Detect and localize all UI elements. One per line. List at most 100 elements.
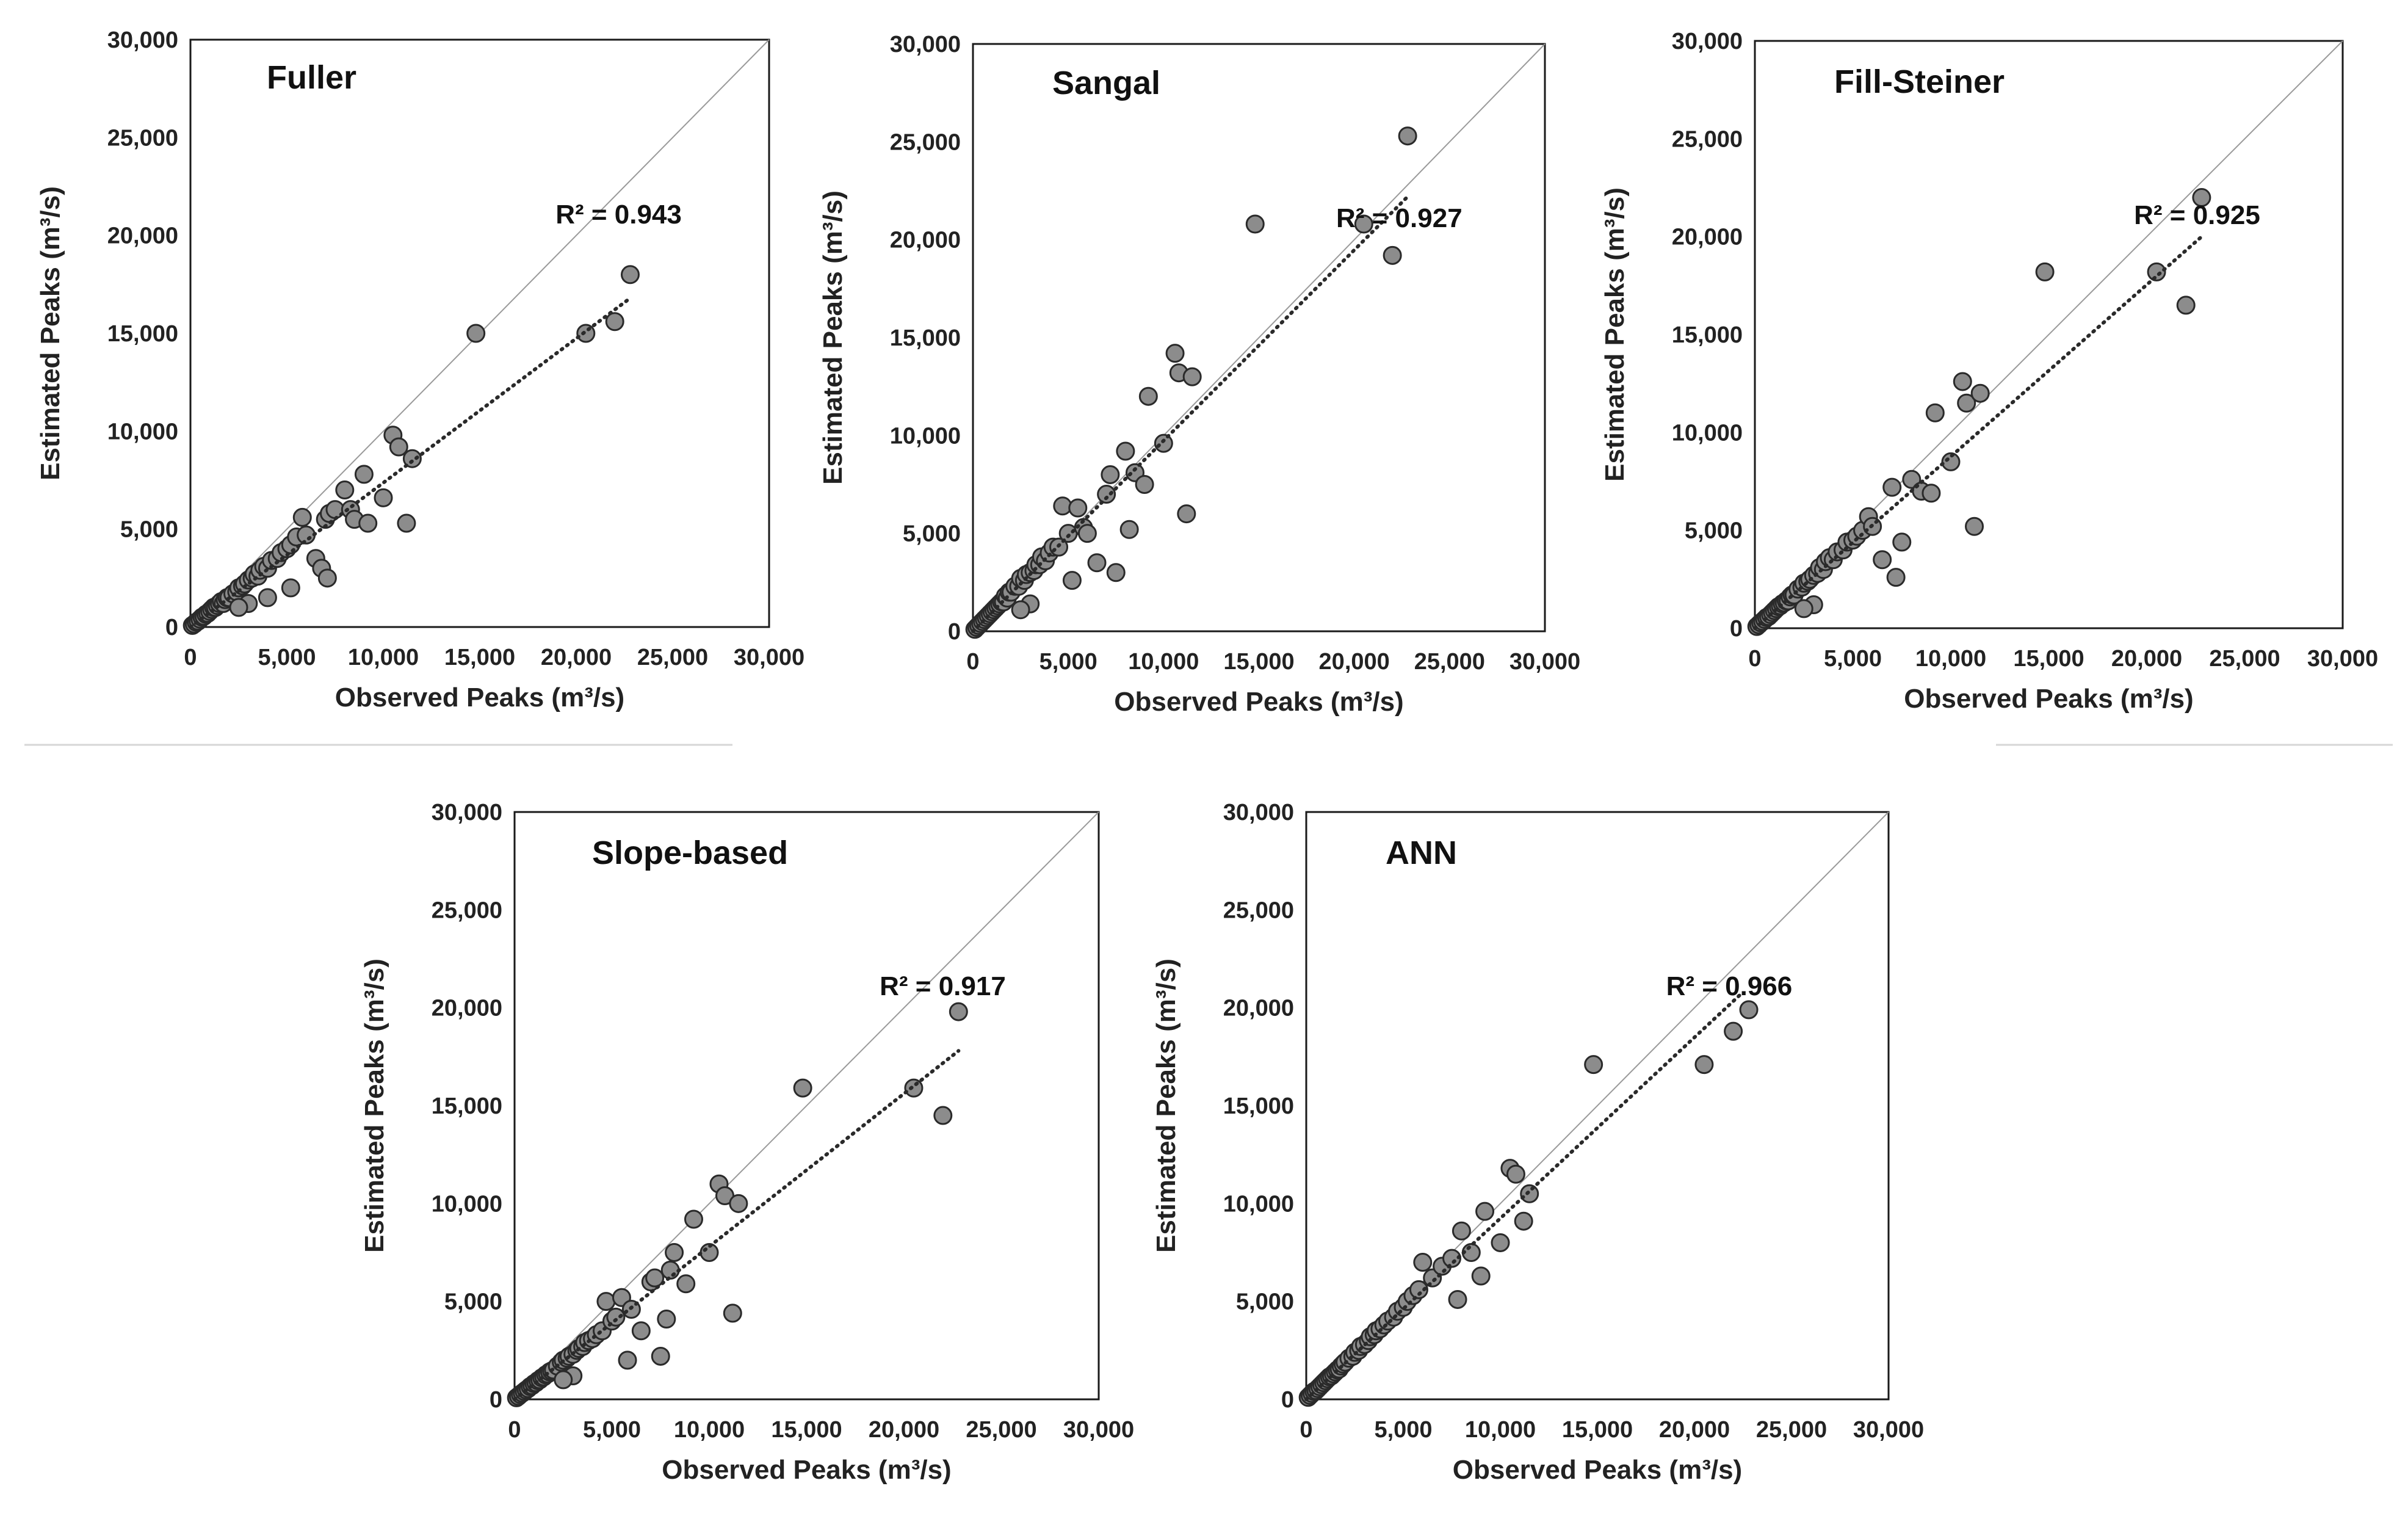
data-point xyxy=(281,578,300,598)
y-axis-label: Estimated Peaks (m³/s) xyxy=(818,190,848,485)
x-tick-label: 25,000 xyxy=(637,645,708,670)
data-point xyxy=(1941,452,1961,471)
panel-title: Sangal xyxy=(1052,65,1160,101)
y-tick-label: 25,000 xyxy=(432,897,502,923)
data-point xyxy=(2035,262,2055,281)
data-point xyxy=(397,513,416,533)
data-point xyxy=(297,525,316,545)
x-tick-label: 5,000 xyxy=(583,1417,641,1443)
x-tick-label: 20,000 xyxy=(869,1417,939,1443)
trend-line xyxy=(1753,234,2204,630)
y-tick-label: 10,000 xyxy=(432,1191,502,1217)
y-axis-label: Estimated Peaks (m³/s) xyxy=(360,959,389,1253)
data-point xyxy=(1520,1184,1539,1203)
data-point xyxy=(1471,1266,1491,1286)
data-point xyxy=(317,568,337,588)
x-tick-label: 25,000 xyxy=(966,1417,1036,1443)
x-tick-label: 0 xyxy=(508,1417,521,1443)
data-point xyxy=(620,265,640,285)
y-tick-label: 5,000 xyxy=(1685,518,1743,544)
r-squared-label: R² = 0.966 xyxy=(1666,971,1793,1001)
r-squared-label: R² = 0.943 xyxy=(555,200,682,230)
data-point xyxy=(1398,126,1417,146)
y-tick-label: 5,000 xyxy=(444,1289,502,1315)
data-point xyxy=(651,1346,670,1366)
x-tick-label: 20,000 xyxy=(1319,649,1390,675)
data-point xyxy=(645,1268,665,1288)
r-squared-label: R² = 0.927 xyxy=(1336,203,1463,233)
x-axis-label: Observed Peaks (m³/s) xyxy=(1114,687,1403,717)
data-point xyxy=(1970,383,1990,403)
y-tick-label: 0 xyxy=(165,615,178,640)
y-tick-label: 5,000 xyxy=(1236,1289,1294,1315)
data-point xyxy=(676,1274,696,1294)
panel-title: Fill-Steiner xyxy=(1834,63,2005,100)
data-point xyxy=(1101,465,1120,484)
data-point xyxy=(1116,441,1135,461)
y-tick-label: 20,000 xyxy=(107,223,178,249)
trend-line xyxy=(971,195,1410,633)
y-tick-label: 15,000 xyxy=(1223,1093,1294,1119)
y-tick-label: 30,000 xyxy=(1672,29,1743,54)
data-point xyxy=(1925,403,1945,422)
data-point xyxy=(389,437,408,457)
data-point xyxy=(2192,188,2211,208)
x-tick-label: 10,000 xyxy=(1915,646,1986,672)
trend-line xyxy=(189,296,632,629)
data-point xyxy=(657,1310,676,1329)
data-point xyxy=(374,488,393,507)
x-tick-label: 10,000 xyxy=(674,1417,745,1443)
y-tick-label: 30,000 xyxy=(1223,800,1294,825)
x-tick-label: 30,000 xyxy=(1510,649,1580,675)
y-axis-label: Estimated Peaks (m³/s) xyxy=(35,186,65,480)
y-tick-label: 10,000 xyxy=(890,423,961,449)
chart-panel-3: 0 5,000 10,000 15,000 20,000 25,000 30,000 0 5,0… xyxy=(1600,29,2378,714)
data-point xyxy=(576,324,596,343)
data-point xyxy=(660,1260,680,1280)
data-point xyxy=(258,588,277,607)
r-squared-label: R² = 0.917 xyxy=(880,971,1006,1001)
x-axis-label: Observed Peaks (m³/s) xyxy=(335,683,624,712)
y-tick-label: 15,000 xyxy=(432,1093,502,1119)
data-point xyxy=(729,1194,748,1213)
y-axis-label: Estimated Peaks (m³/s) xyxy=(1151,959,1181,1253)
x-axis-label: Observed Peaks (m³/s) xyxy=(1453,1455,1742,1485)
data-point xyxy=(1011,600,1030,620)
x-tick-label: 30,000 xyxy=(1063,1417,1134,1443)
trend-line xyxy=(513,1049,961,1401)
data-point xyxy=(554,1370,573,1390)
y-tick-label: 15,000 xyxy=(1672,322,1743,348)
data-point xyxy=(2176,295,2196,315)
y-axis-label: Estimated Peaks (m³/s) xyxy=(1600,187,1630,482)
data-point xyxy=(1724,1021,1743,1041)
data-point xyxy=(1965,517,1984,536)
chart-panel-2: 0 5,000 10,000 15,000 20,000 25,000 30,000 0 5,0… xyxy=(818,32,1580,717)
data-point xyxy=(1953,372,1972,391)
r-squared-label: R² = 0.925 xyxy=(2134,200,2260,230)
y-tick-label: 10,000 xyxy=(1672,420,1743,446)
data-point xyxy=(606,1307,626,1327)
x-tick-label: 20,000 xyxy=(1659,1417,1730,1443)
x-tick-label: 0 xyxy=(966,649,979,675)
x-tick-label: 15,000 xyxy=(1223,649,1294,675)
x-tick-label: 10,000 xyxy=(1465,1417,1536,1443)
panel-title: Slope-based xyxy=(592,835,788,871)
data-point xyxy=(1135,475,1154,494)
x-axis-label: Observed Peaks (m³/s) xyxy=(662,1455,951,1485)
chart-panel-1: 0 5,000 10,000 15,000 20,000 25,000 30,000 0 5,0… xyxy=(35,27,804,712)
data-point xyxy=(1087,553,1107,573)
x-tick-label: 20,000 xyxy=(2111,646,2182,672)
data-point xyxy=(1182,367,1202,386)
x-tick-label: 5,000 xyxy=(1824,646,1882,672)
data-point xyxy=(1892,532,1912,552)
data-point xyxy=(1062,571,1082,590)
data-point xyxy=(933,1106,953,1125)
data-point xyxy=(631,1321,651,1341)
data-point xyxy=(1383,245,1402,265)
x-tick-label: 15,000 xyxy=(771,1417,842,1443)
x-axis-label: Observed Peaks (m³/s) xyxy=(1904,684,2193,714)
data-point xyxy=(354,465,374,484)
x-tick-label: 15,000 xyxy=(1562,1417,1633,1443)
x-tick-label: 30,000 xyxy=(2307,646,2378,672)
trend-line xyxy=(1304,990,1745,1401)
